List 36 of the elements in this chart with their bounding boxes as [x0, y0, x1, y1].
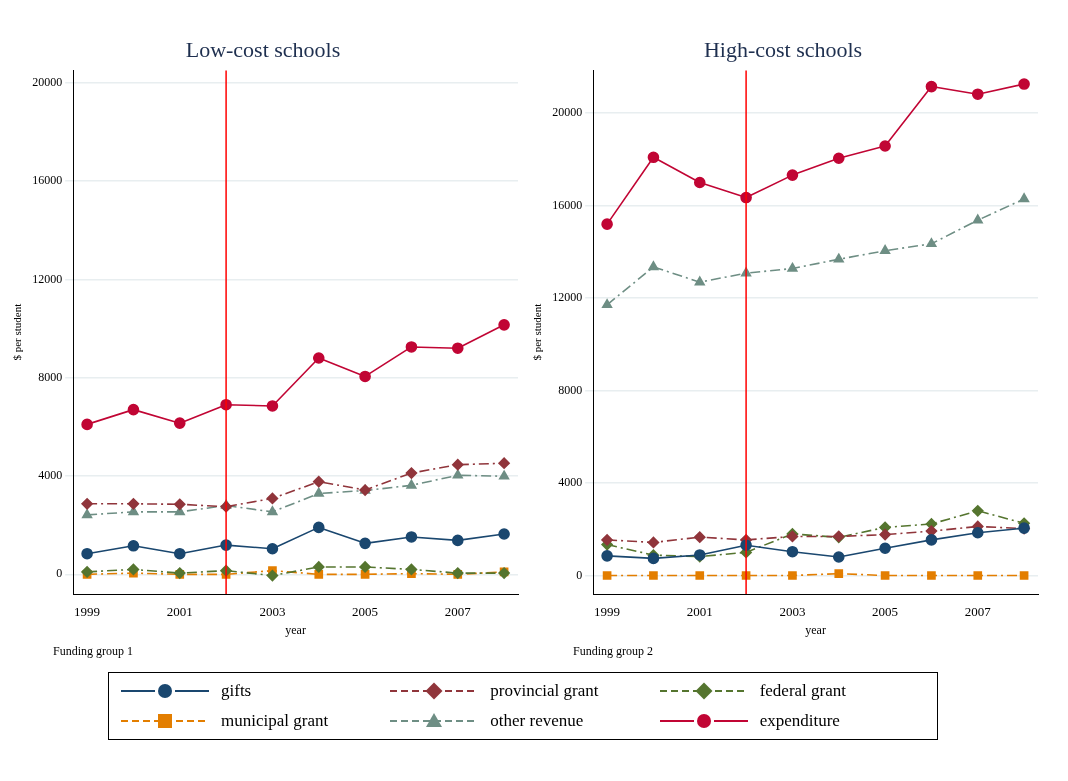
- y-tick-label: 8000: [558, 382, 583, 397]
- legend-label: gifts: [221, 681, 252, 701]
- x-axis-title: year: [285, 622, 306, 637]
- x-tick-label: 2005: [872, 604, 899, 620]
- x-tick-label: 2003: [259, 604, 286, 620]
- legend-label: provincial grant: [490, 681, 599, 701]
- y-tick-label: 8000: [38, 369, 63, 384]
- y-axis-title: $ per student: [11, 303, 24, 361]
- y-tick-label: 0: [576, 567, 583, 582]
- x-tick-label: 1999: [74, 604, 101, 620]
- x-tick-label: 2003: [779, 604, 806, 620]
- x-tick-label: 1999: [594, 604, 621, 620]
- x-axis-title: year: [805, 622, 826, 637]
- chart-title: High-cost schools: [703, 36, 863, 62]
- chart-title: Low-cost schools: [185, 36, 341, 62]
- x-tick-label: 2005: [352, 604, 379, 620]
- y-tick-label: 4000: [558, 475, 583, 490]
- y-tick-label: 4000: [38, 468, 63, 483]
- legend-label: other revenue: [490, 711, 584, 731]
- text: Funding group 2: [573, 644, 654, 659]
- y-tick-label: 20000: [552, 105, 583, 120]
- y-tick-label: 20000: [32, 74, 63, 89]
- x-tick-label: 2007: [444, 604, 472, 620]
- legend-label: municipal grant: [221, 711, 329, 731]
- y-tick-label: 16000: [552, 197, 583, 212]
- y-tick-label: 12000: [32, 271, 63, 286]
- y-tick-label: 0: [56, 566, 63, 581]
- y-axis-title: $ per student: [531, 303, 544, 361]
- y-tick-label: 12000: [552, 290, 583, 305]
- legend-label: expenditure: [759, 711, 840, 731]
- legend-label: federal grant: [759, 681, 847, 701]
- x-tick-label: 2007: [964, 604, 992, 620]
- y-tick-label: 16000: [32, 173, 63, 188]
- text: Funding group 1: [53, 644, 134, 659]
- x-tick-label: 2001: [686, 604, 713, 620]
- x-tick-label: 2001: [166, 604, 193, 620]
